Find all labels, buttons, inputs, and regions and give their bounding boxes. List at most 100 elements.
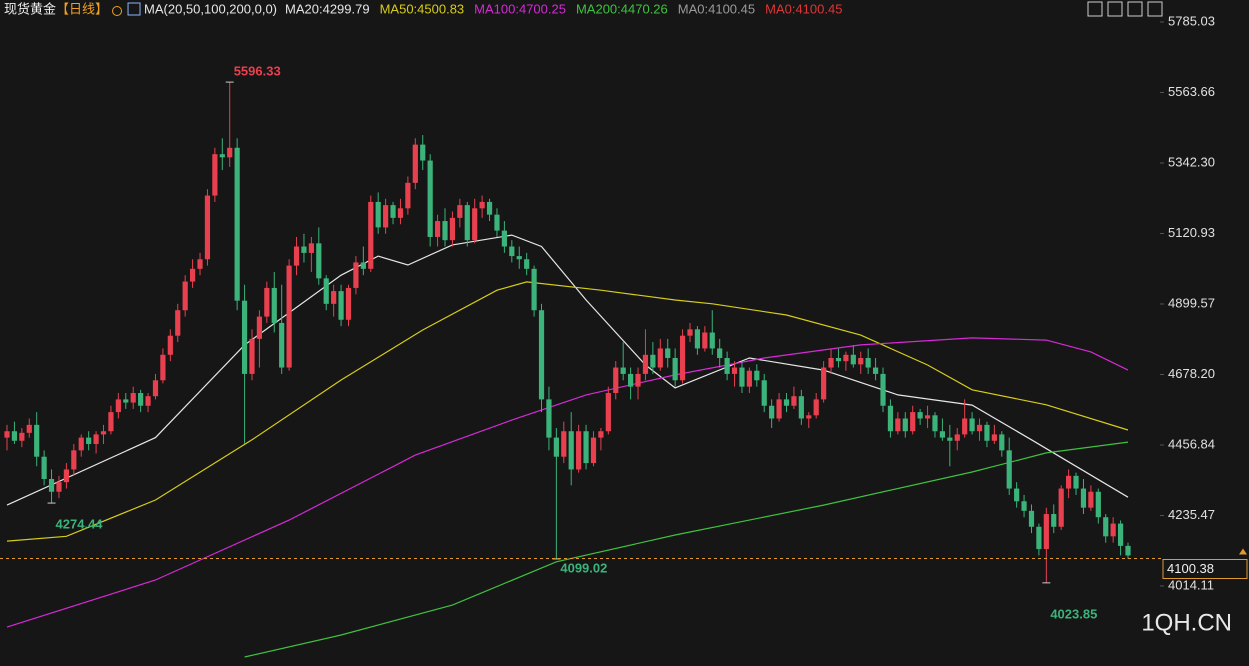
candle-body bbox=[605, 393, 611, 432]
candle-body bbox=[679, 335, 686, 381]
candle-body bbox=[962, 418, 968, 435]
candle-body bbox=[902, 418, 908, 432]
candle-body bbox=[182, 281, 188, 311]
candle-body bbox=[835, 357, 842, 362]
candle-body bbox=[494, 214, 500, 231]
candle-body bbox=[910, 412, 916, 432]
candle-body bbox=[279, 322, 285, 368]
y-tick-label: 5342.30 bbox=[1168, 154, 1215, 169]
candle-body bbox=[761, 380, 767, 406]
candle-body bbox=[63, 469, 69, 483]
candle-body bbox=[189, 268, 196, 282]
candle-body bbox=[702, 332, 708, 349]
candle-body bbox=[338, 291, 344, 320]
candle-body bbox=[138, 393, 144, 406]
candle-body bbox=[501, 230, 507, 247]
header-text: MA(20,50,100,200,0,0) bbox=[144, 1, 277, 16]
candle-body bbox=[360, 262, 366, 269]
candle-body bbox=[345, 287, 352, 320]
y-tick-label: 4899.57 bbox=[1168, 295, 1215, 310]
candle-body bbox=[93, 434, 99, 444]
candle-body bbox=[271, 287, 277, 323]
candle-body bbox=[464, 205, 470, 241]
candle-body bbox=[86, 437, 92, 444]
y-tick-label: 4014.11 bbox=[1168, 577, 1214, 592]
candle-body bbox=[798, 396, 804, 419]
candle-body bbox=[590, 437, 597, 464]
candle-body bbox=[628, 373, 634, 387]
tool-icon[interactable] bbox=[1127, 1, 1143, 17]
candle-body bbox=[546, 399, 552, 438]
candle-body bbox=[390, 205, 396, 218]
ma-line bbox=[244, 441, 1129, 658]
candle-body bbox=[1028, 510, 1035, 527]
candle-body bbox=[375, 201, 381, 228]
candle-body bbox=[286, 265, 292, 368]
candle-body bbox=[434, 221, 441, 237]
candle-body bbox=[731, 367, 738, 374]
candle-body bbox=[568, 431, 574, 470]
candle-body bbox=[152, 380, 159, 397]
header-text: MA50:4500.83 bbox=[380, 1, 465, 16]
candle-body bbox=[1103, 517, 1109, 537]
candle-body bbox=[783, 399, 790, 406]
candle-body bbox=[145, 396, 151, 406]
candle-body bbox=[939, 431, 946, 438]
candle-body bbox=[828, 357, 834, 368]
tool-icon[interactable] bbox=[1107, 1, 1123, 17]
candle-body bbox=[175, 310, 181, 336]
candle-body bbox=[650, 354, 656, 368]
candle-body bbox=[991, 434, 997, 441]
candle-body bbox=[227, 147, 233, 158]
candle-body bbox=[917, 412, 923, 419]
candle-body bbox=[1117, 523, 1124, 546]
candle-body bbox=[241, 300, 248, 374]
candle-body bbox=[709, 332, 715, 349]
header-text: MA200:4470.26 bbox=[576, 1, 668, 16]
candle-body bbox=[806, 415, 812, 419]
candle-body bbox=[687, 329, 693, 336]
candle-body bbox=[249, 338, 255, 374]
candle-body bbox=[420, 144, 426, 161]
candle-body bbox=[19, 432, 25, 441]
candle-body bbox=[472, 208, 478, 241]
candle-body bbox=[531, 268, 537, 311]
candle-body bbox=[620, 367, 626, 374]
toolbar[interactable] bbox=[1087, 1, 1163, 17]
tool-icon[interactable] bbox=[1087, 1, 1103, 17]
candle-body bbox=[1110, 523, 1116, 537]
header-text: MA100:4700.25 bbox=[474, 1, 566, 16]
tool-icon[interactable] bbox=[1147, 1, 1163, 17]
candle-body bbox=[204, 195, 211, 260]
candle-body bbox=[78, 437, 84, 451]
candle-body bbox=[739, 367, 745, 387]
candle-body bbox=[353, 262, 359, 288]
candle-body bbox=[41, 456, 47, 479]
candle-body bbox=[895, 418, 901, 432]
y-tick-label: 4456.84 bbox=[1168, 436, 1215, 451]
candle-body bbox=[976, 424, 983, 432]
ma-line bbox=[6, 281, 1129, 542]
last-price-label: 4100.38 bbox=[1167, 561, 1214, 576]
candle-body bbox=[115, 399, 121, 413]
candle-body bbox=[71, 450, 77, 470]
candle-body bbox=[969, 418, 975, 432]
candle-body bbox=[449, 217, 456, 241]
candle-body bbox=[264, 287, 270, 317]
candle-body bbox=[427, 160, 433, 237]
candle-body bbox=[509, 246, 515, 257]
candle-body bbox=[872, 367, 879, 374]
candle-body bbox=[397, 208, 404, 218]
candle-body bbox=[130, 393, 136, 403]
candle-body bbox=[1080, 488, 1087, 508]
candle-body bbox=[924, 415, 931, 419]
candle-body bbox=[947, 437, 953, 441]
y-tick-label: 4235.47 bbox=[1168, 507, 1215, 522]
candle-body bbox=[123, 399, 129, 403]
last-price-box bbox=[1162, 558, 1248, 579]
candle-body bbox=[598, 431, 604, 438]
candle-body bbox=[1051, 514, 1057, 527]
candle-body bbox=[479, 201, 485, 209]
